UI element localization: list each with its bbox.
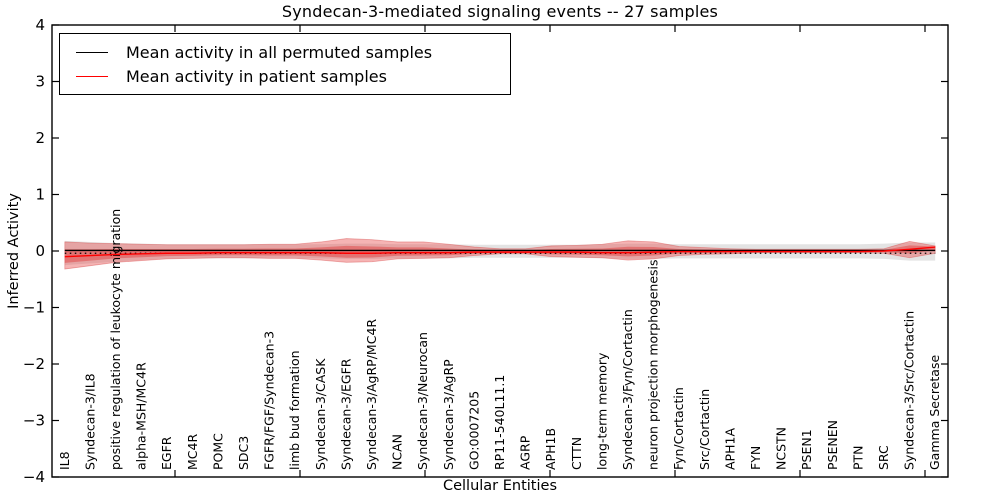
x-axis-label: Cellular Entities xyxy=(442,478,558,494)
x-tick-label: limb bud formation xyxy=(287,350,302,470)
x-tick-label: SRC xyxy=(876,445,891,470)
x-tick-label: AGRP xyxy=(518,435,533,470)
x-tick-label: PSEN1 xyxy=(799,429,814,470)
x-tick-label: IL8 xyxy=(57,451,72,470)
permuted-line-sample-icon xyxy=(76,51,108,53)
x-tick-label: Syndecan-3/Neurocan xyxy=(415,332,430,470)
y-tick-label: 1 xyxy=(35,186,45,204)
legend-row-patient: Mean activity in patient samples xyxy=(72,64,500,88)
y-tick-label: 2 xyxy=(35,129,45,147)
x-tick-label: EGFR xyxy=(159,436,174,470)
x-tick-label: Syndecan-3/AgRP/MC4R xyxy=(364,319,379,470)
patient-mean-line xyxy=(64,246,936,258)
x-tick-label: GO:0007205 xyxy=(466,391,481,470)
x-tick-label: FGFR/FGF/Syndecan-3 xyxy=(262,331,277,470)
legend-label-permuted: Mean activity in all permuted samples xyxy=(126,42,433,62)
x-tick-label: Fyn/Cortactin xyxy=(671,387,686,470)
x-tick-label: Syndecan-3/EGFR xyxy=(338,358,353,470)
x-tick-label: Gamma Secretase xyxy=(927,355,942,470)
x-tick-label: PSENEN xyxy=(825,420,840,470)
x-tick-label: RP11-540L11.1 xyxy=(492,375,507,470)
x-tick-label: APH1A xyxy=(722,428,737,470)
y-axis-label: Inferred Activity xyxy=(6,193,22,309)
legend-row-permuted: Mean activity in all permuted samples xyxy=(72,40,500,64)
y-tick-label: −4 xyxy=(23,468,45,486)
y-tick-label: 0 xyxy=(35,242,45,260)
x-tick-label: Syndecan-3/Fyn/Cortactin xyxy=(620,309,635,470)
x-tick-label: Syndecan-3/AgRP xyxy=(441,359,456,470)
chart-title: Syndecan-3-mediated signaling events -- … xyxy=(281,2,719,21)
legend-label-patient: Mean activity in patient samples xyxy=(126,66,387,86)
y-tick-label: −2 xyxy=(23,355,45,373)
x-tick-label: alpha-MSH/MC4R xyxy=(134,362,149,470)
y-tick-label: −3 xyxy=(23,412,45,430)
x-tick-label: APH1B xyxy=(543,428,558,470)
x-tick-label: MC4R xyxy=(185,434,200,470)
x-tick-label: Syndecan-3/Src/Cortactin xyxy=(902,311,917,470)
legend: Mean activity in all permuted samples Me… xyxy=(59,33,511,95)
x-tick-label: POMC xyxy=(210,433,225,470)
x-tick-label: PTN xyxy=(850,445,865,470)
y-tick-label: 3 xyxy=(35,73,45,91)
x-tick-label: Src/Cortactin xyxy=(697,389,712,470)
y-tick-label: −1 xyxy=(23,299,45,317)
patient-range-band-inner xyxy=(64,245,936,263)
x-tick-label: neuron projection morphogenesis xyxy=(646,259,661,470)
x-tick-label: Syndecan-3/IL8 xyxy=(82,373,97,470)
x-tick-label: NCSTN xyxy=(774,427,789,470)
x-tick-label: NCAN xyxy=(390,434,405,470)
patient-line-sample-icon xyxy=(76,75,108,77)
x-tick-label: long-term memory xyxy=(594,352,609,470)
x-tick-label: FYN xyxy=(748,446,763,470)
x-tick-label: SDC3 xyxy=(236,436,251,470)
x-tick-label: CTTN xyxy=(569,437,584,470)
x-tick-label: positive regulation of leukocyte migrati… xyxy=(108,209,123,470)
x-tick-label: Syndecan-3/CASK xyxy=(313,358,328,470)
y-tick-label: 4 xyxy=(35,16,45,34)
